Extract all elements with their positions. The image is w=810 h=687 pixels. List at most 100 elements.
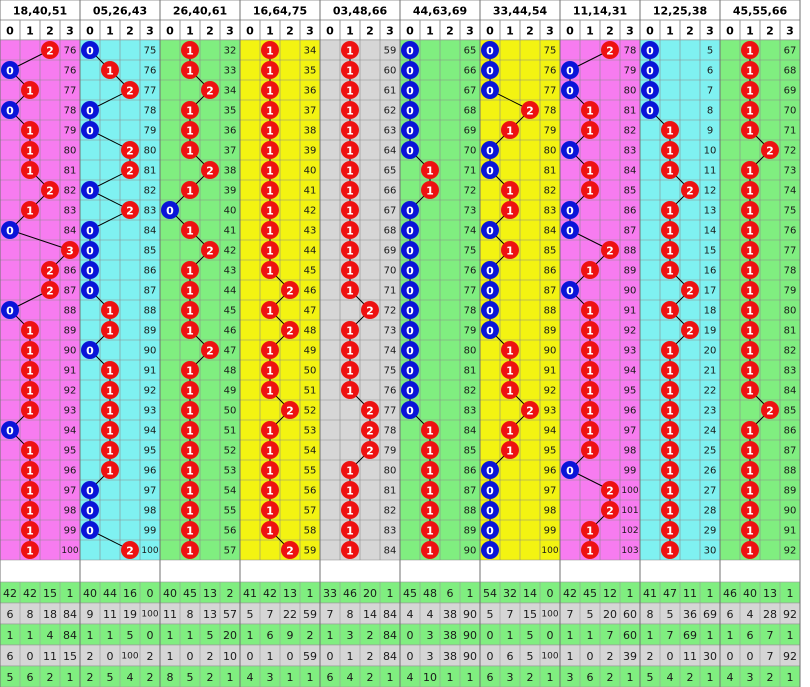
summary-value: 39	[623, 650, 637, 663]
draw-marker	[401, 221, 419, 239]
summary-value: 2	[147, 671, 154, 684]
draw-value: 66	[384, 186, 397, 197]
draw-value: 76	[384, 386, 397, 397]
marker-label: 1	[26, 325, 34, 338]
draw-marker	[1, 421, 19, 439]
draw-marker	[661, 201, 679, 219]
draw-value: 24	[704, 426, 717, 437]
marker-label: 1	[266, 485, 274, 498]
draw-marker	[101, 461, 119, 479]
summary-value: 41	[243, 587, 257, 600]
draw-marker	[681, 281, 699, 299]
summary-value: 1	[467, 587, 474, 600]
summary-value: 3	[347, 629, 354, 642]
draw-value: 47	[304, 306, 317, 317]
draw-marker	[601, 41, 619, 59]
draw-value: 75	[544, 46, 557, 57]
draw-value: 40	[224, 206, 237, 217]
draw-value: 93	[544, 406, 557, 417]
draw-value: 76	[464, 266, 477, 277]
summary-value: 3	[427, 629, 434, 642]
marker-label: 1	[426, 485, 434, 498]
group-title: 16,64,75	[253, 5, 307, 18]
summary-value: 30	[703, 650, 717, 663]
marker-label: 0	[406, 285, 414, 298]
marker-label: 1	[186, 185, 194, 198]
digit-header: 0	[646, 25, 654, 38]
summary-value: 0	[107, 650, 114, 663]
marker-label: 1	[666, 425, 674, 438]
summary-value: 0	[27, 650, 34, 663]
draw-marker	[81, 181, 99, 199]
marker-label: 1	[426, 425, 434, 438]
draw-value: 89	[64, 326, 77, 337]
marker-label: 2	[686, 285, 694, 298]
draw-marker	[741, 501, 759, 519]
draw-marker	[741, 61, 759, 79]
digit-header: 1	[186, 25, 194, 38]
summary-value: 0	[547, 587, 554, 600]
marker-label: 1	[746, 445, 754, 458]
draw-marker	[261, 81, 279, 99]
draw-value: 42	[304, 206, 317, 217]
draw-value: 76	[784, 226, 797, 237]
marker-label: 2	[206, 245, 214, 258]
draw-value: 85	[144, 246, 157, 257]
draw-marker	[521, 101, 539, 119]
draw-marker	[341, 321, 359, 339]
summary-value: 1	[27, 629, 34, 642]
summary-value: 1	[87, 629, 94, 642]
draw-marker	[81, 121, 99, 139]
summary-value: 15	[63, 650, 77, 663]
marker-label: 1	[666, 385, 674, 398]
draw-marker	[21, 501, 39, 519]
draw-value: 83	[384, 526, 397, 537]
marker-label: 1	[106, 465, 114, 478]
draw-marker	[681, 181, 699, 199]
marker-label: 1	[266, 245, 274, 258]
draw-value: 76	[64, 46, 77, 57]
draw-value: 74	[464, 226, 477, 237]
draw-value: 23	[704, 406, 717, 417]
marker-label: 1	[106, 365, 114, 378]
draw-marker	[661, 401, 679, 419]
draw-value: 37	[304, 106, 317, 117]
summary-value: 5	[247, 608, 254, 621]
marker-label: 1	[746, 205, 754, 218]
draw-value: 79	[784, 286, 797, 297]
draw-marker	[741, 421, 759, 439]
draw-marker	[261, 61, 279, 79]
summary-value: 84	[383, 608, 397, 621]
marker-label: 1	[346, 185, 354, 198]
summary-value: 84	[383, 629, 397, 642]
draw-marker	[181, 261, 199, 279]
draw-marker	[401, 321, 419, 339]
draw-value: 86	[64, 266, 77, 277]
draw-value: 100	[141, 546, 158, 556]
marker-label: 1	[506, 125, 514, 138]
draw-marker	[121, 141, 139, 159]
draw-value: 86	[544, 266, 557, 277]
summary-value: 1	[167, 650, 174, 663]
draw-value: 88	[624, 246, 637, 257]
summary-value: 38	[443, 608, 457, 621]
draw-value: 71	[464, 166, 477, 177]
draw-marker	[401, 261, 419, 279]
summary-value: 59	[303, 608, 317, 621]
draw-value: 7	[707, 86, 713, 97]
marker-label: 1	[666, 445, 674, 458]
marker-label: 1	[346, 325, 354, 338]
draw-value: 69	[464, 126, 477, 137]
summary-value: 1	[267, 650, 274, 663]
draw-value: 10	[704, 146, 717, 157]
draw-marker	[401, 201, 419, 219]
draw-value: 84	[64, 226, 77, 237]
summary-value: 6	[7, 650, 14, 663]
summary-value: 13	[763, 587, 777, 600]
draw-value: 98	[624, 446, 637, 457]
draw-marker	[101, 301, 119, 319]
draw-value: 73	[784, 166, 797, 177]
draw-value: 75	[464, 246, 477, 257]
marker-label: 1	[346, 205, 354, 218]
draw-marker	[421, 501, 439, 519]
